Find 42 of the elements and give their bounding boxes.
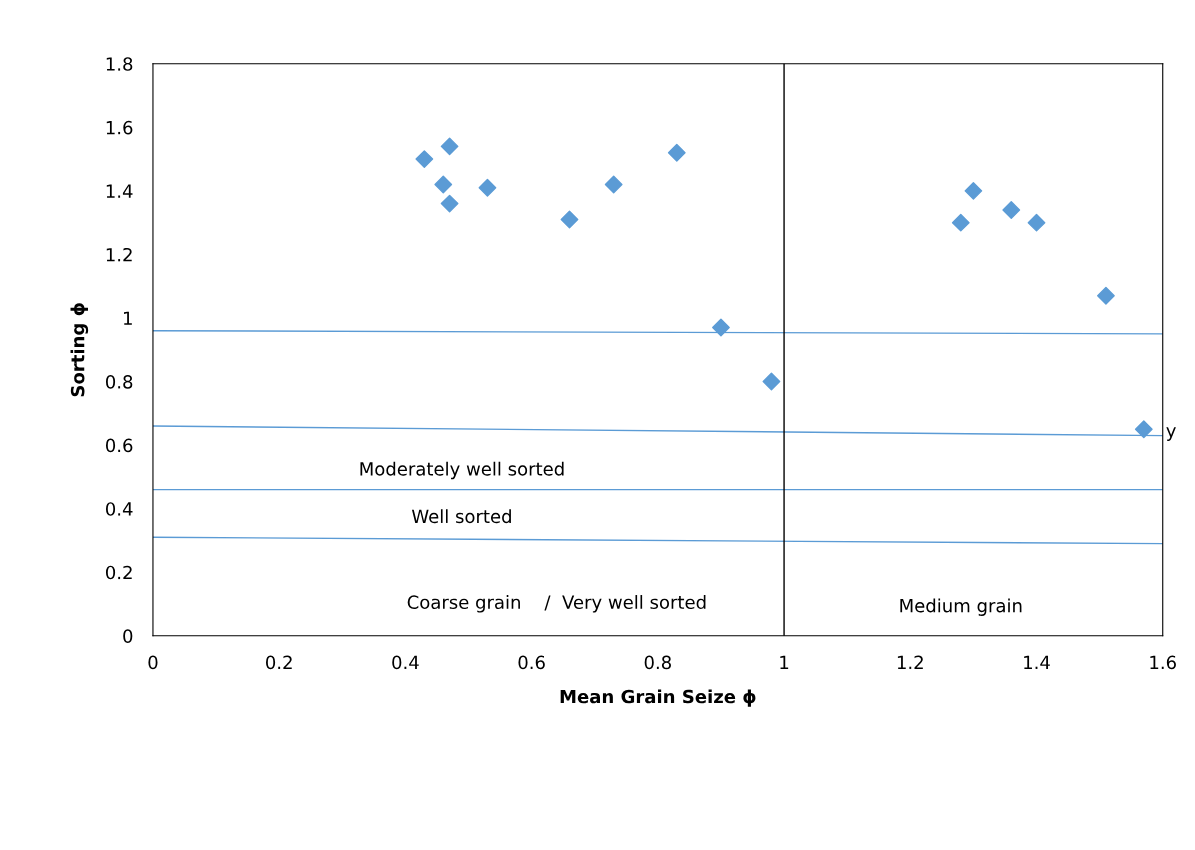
y-tick-label: 1.8 [106, 57, 133, 71]
x-tick-label: 1.2 [897, 655, 923, 669]
y-axis-title: Sorting ϕ [70, 303, 89, 397]
x-tick-label: 0.8 [644, 655, 671, 670]
y-tick-label: 0.2 [105, 565, 132, 580]
y-tick-label: 1 [124, 311, 132, 325]
x-axis-title: Mean Grain Seize ϕ [560, 689, 756, 707]
x-tick-label: 0 [148, 655, 158, 670]
y-tick-label: 1.6 [106, 120, 133, 135]
point [440, 137, 459, 156]
point [604, 175, 623, 194]
x-tick-label: 1.6 [1150, 655, 1176, 670]
x-tick-label: 1 [780, 655, 789, 669]
point [560, 210, 579, 229]
point [1002, 201, 1021, 219]
y-tick-label: 1.2 [106, 247, 132, 262]
annotation: Medium grain [900, 598, 1022, 616]
point [762, 372, 781, 391]
point [951, 213, 970, 232]
text: y [1166, 427, 1176, 441]
x-tick-label: 0.4 [392, 655, 419, 670]
point [1134, 420, 1153, 439]
point [964, 181, 983, 200]
point [667, 143, 686, 162]
x-tick-label: 1.4 [1024, 655, 1050, 669]
x-tick-label: 0.2 [266, 655, 292, 670]
point [1097, 286, 1115, 305]
y-tick-label: 0 [123, 629, 133, 643]
point [478, 178, 497, 197]
annotation: Coarse grain / Very well sorted [407, 595, 706, 613]
point [434, 175, 453, 194]
point [415, 150, 434, 169]
point [440, 194, 459, 213]
y-tick-label: 0.8 [105, 375, 133, 389]
point [712, 318, 730, 337]
y-tick-label: 0.6 [105, 438, 133, 453]
annotation: Moderately well sorted [360, 461, 564, 480]
y-tick-label: 1.4 [106, 184, 133, 198]
point [1027, 213, 1046, 232]
y-tick-label: 0.4 [105, 502, 133, 516]
x-tick-label: 0.6 [518, 655, 545, 670]
annotation: Well sorted [411, 509, 511, 524]
